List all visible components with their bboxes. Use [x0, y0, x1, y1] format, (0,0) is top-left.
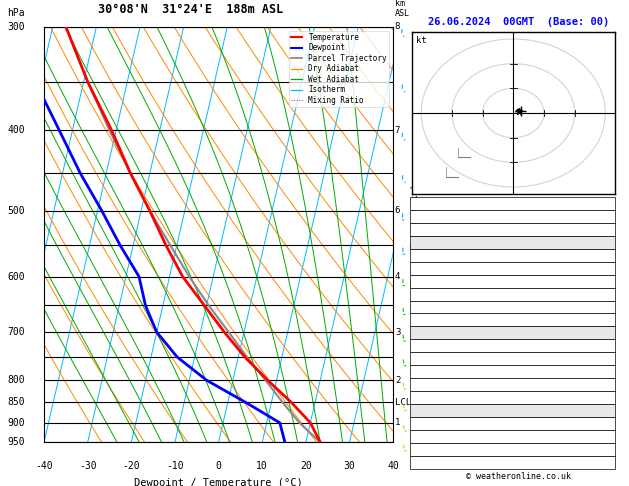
Text: 9: 9 [606, 290, 611, 298]
Text: Lifted Index: Lifted Index [414, 290, 479, 298]
Text: 8: 8 [606, 367, 611, 376]
Text: hPa: hPa [7, 8, 25, 18]
Text: 500: 500 [7, 206, 25, 216]
Text: K: K [414, 199, 420, 208]
Text: 7: 7 [606, 458, 611, 467]
Text: 700: 700 [7, 327, 25, 337]
Text: © weatheronline.co.uk: © weatheronline.co.uk [466, 472, 571, 481]
Legend: Temperature, Dewpoint, Parcel Trajectory, Dry Adiabat, Wet Adiabat, Isotherm, Mi: Temperature, Dewpoint, Parcel Trajectory… [289, 31, 389, 107]
Text: 0: 0 [606, 393, 611, 402]
Text: CIN (J): CIN (J) [414, 393, 452, 402]
Text: θₑ(K): θₑ(K) [414, 277, 441, 286]
Text: 975: 975 [595, 341, 611, 350]
Text: 20: 20 [300, 461, 312, 471]
Text: Most Unstable: Most Unstable [477, 329, 548, 337]
Text: 400: 400 [7, 125, 25, 136]
Text: 0: 0 [216, 461, 221, 471]
Text: 7: 7 [395, 126, 400, 135]
Text: 26.06.2024  00GMT  (Base: 00): 26.06.2024 00GMT (Base: 00) [428, 17, 609, 27]
Text: 6: 6 [395, 207, 400, 215]
Text: 40: 40 [387, 461, 399, 471]
Text: LCL: LCL [395, 398, 411, 407]
Text: Dewpoint / Temperature (°C): Dewpoint / Temperature (°C) [134, 478, 303, 486]
Text: CIN (J): CIN (J) [414, 315, 452, 325]
Text: Temp (°C): Temp (°C) [414, 251, 462, 260]
Text: CAPE (J): CAPE (J) [414, 380, 457, 389]
Text: -40: -40 [35, 461, 53, 471]
Text: Pressure (mb): Pressure (mb) [414, 341, 484, 350]
Text: Mixing Ratio (g/kg): Mixing Ratio (g/kg) [411, 183, 420, 286]
Text: 2: 2 [395, 376, 400, 385]
Text: 850: 850 [7, 397, 25, 407]
Text: -10: -10 [166, 461, 184, 471]
Text: -9: -9 [601, 419, 611, 428]
Text: 0.91: 0.91 [590, 225, 611, 234]
Text: 330: 330 [595, 354, 611, 364]
Text: 600: 600 [7, 272, 25, 281]
Text: 0: 0 [606, 315, 611, 325]
Text: 800: 800 [7, 375, 25, 385]
Text: 19: 19 [601, 212, 611, 221]
Text: 4: 4 [395, 272, 400, 281]
Text: 900: 900 [7, 418, 25, 428]
Text: 950: 950 [7, 437, 25, 447]
Text: StmSpd (kt): StmSpd (kt) [414, 458, 473, 467]
Text: StmDir: StmDir [414, 445, 446, 454]
Text: 300: 300 [7, 22, 25, 32]
Text: EH: EH [414, 419, 425, 428]
Text: 30: 30 [343, 461, 355, 471]
Text: 23.3: 23.3 [590, 251, 611, 260]
Text: Dewp (°C): Dewp (°C) [414, 263, 462, 273]
Text: 0: 0 [606, 380, 611, 389]
Text: SREH: SREH [414, 432, 435, 441]
Text: Totals Totals: Totals Totals [414, 212, 484, 221]
Text: Lifted Index: Lifted Index [414, 367, 479, 376]
Text: 3: 3 [395, 328, 400, 337]
Text: 30°08'N  31°24'E  188m ASL: 30°08'N 31°24'E 188m ASL [98, 3, 283, 17]
Text: θₑ (K): θₑ (K) [414, 354, 446, 364]
Text: 10: 10 [257, 461, 268, 471]
Text: km
ASL: km ASL [395, 0, 410, 18]
Text: 8: 8 [395, 22, 400, 31]
Text: CAPE (J): CAPE (J) [414, 302, 457, 312]
Text: Surface: Surface [494, 238, 532, 247]
Text: 0: 0 [606, 302, 611, 312]
Text: 1: 1 [395, 418, 400, 427]
Text: -30: -30 [79, 461, 96, 471]
Text: Hodograph: Hodograph [489, 406, 537, 415]
Text: -6: -6 [601, 432, 611, 441]
Text: PW (cm): PW (cm) [414, 225, 452, 234]
Text: -20: -20 [595, 199, 611, 208]
Text: 15.2: 15.2 [590, 263, 611, 273]
Text: kt: kt [416, 36, 427, 46]
Text: 345°: 345° [590, 445, 611, 454]
Text: 329: 329 [595, 277, 611, 286]
Text: -20: -20 [123, 461, 140, 471]
